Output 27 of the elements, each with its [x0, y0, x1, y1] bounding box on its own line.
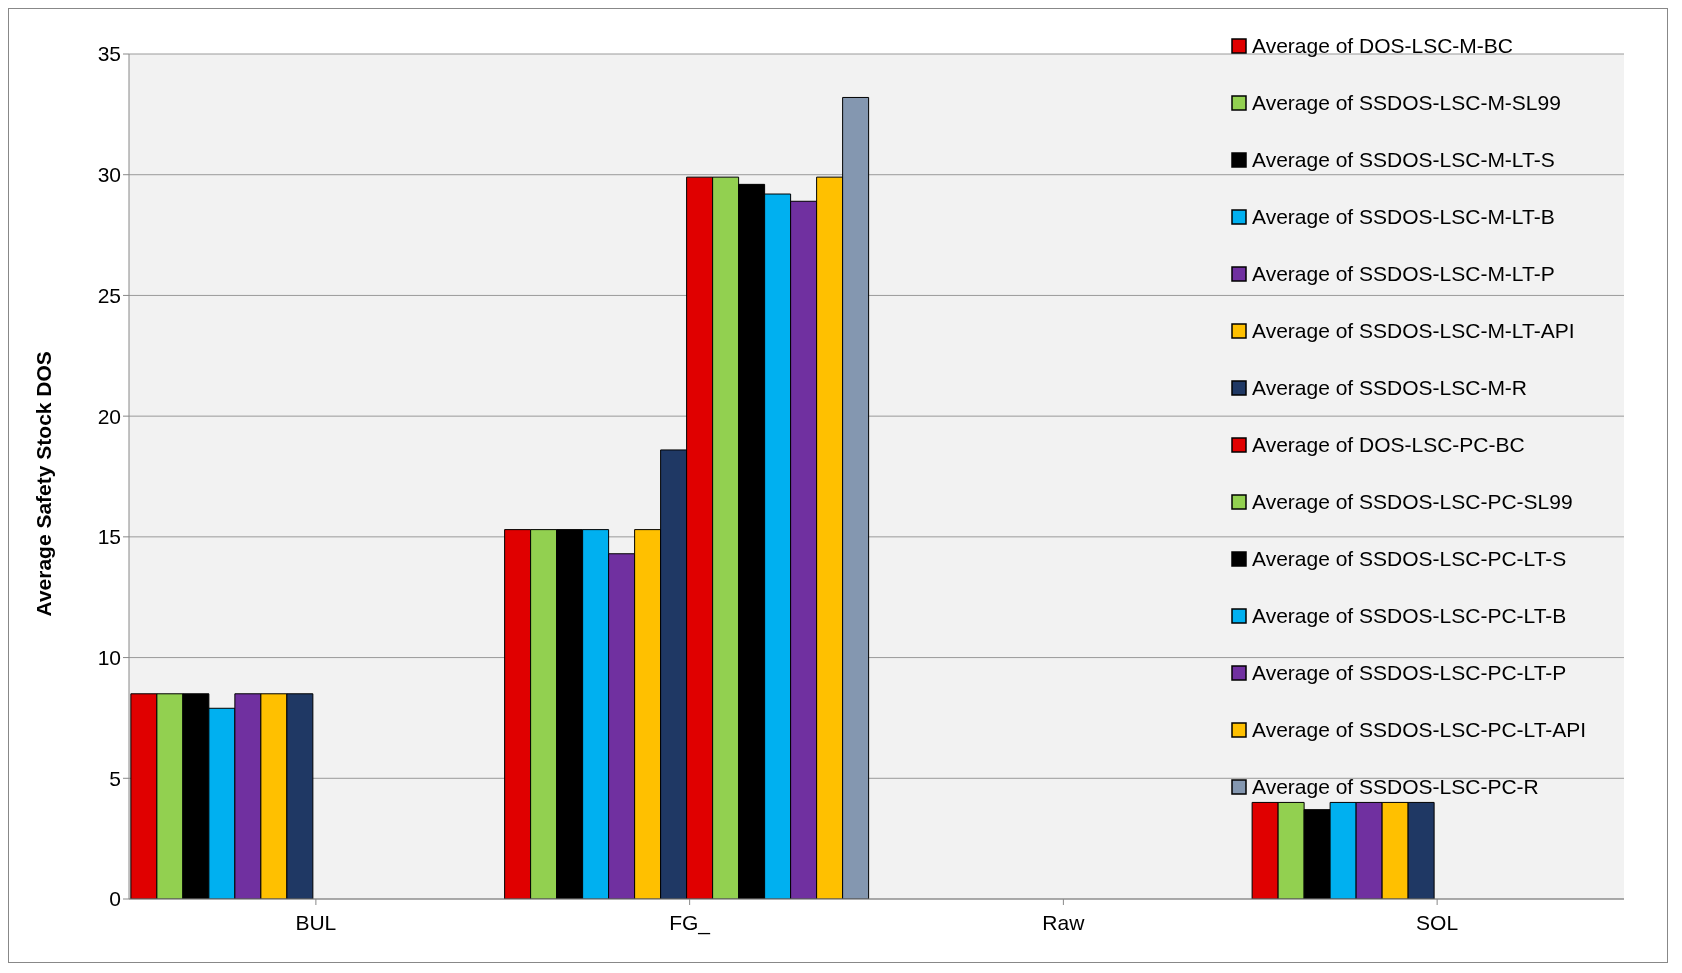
legend-label: Average of SSDOS-LSC-PC-SL99	[1252, 489, 1573, 514]
y-tick-label: 5	[109, 766, 121, 790]
legend-label: Average of DOS-LSC-M-BC	[1252, 33, 1514, 58]
legend-label: Average of DOS-LSC-PC-BC	[1252, 432, 1525, 457]
legend-label: Average of SSDOS-LSC-PC-LT-B	[1252, 603, 1567, 628]
x-tick-label: SOL	[1416, 910, 1459, 934]
legend-label: Average of SSDOS-LSC-M-LT-S	[1252, 147, 1555, 172]
x-tick-label: FG_	[669, 910, 711, 935]
x-tick-label: BUL	[295, 910, 337, 934]
legend-label: Average of SSDOS-LSC-PC-LT-P	[1252, 660, 1567, 685]
y-axis-title: Average Safety Stock DOS	[32, 351, 56, 617]
x-tick-label: Raw	[1042, 910, 1086, 934]
legend-label: Average of SSDOS-LSC-M-LT-P	[1252, 261, 1555, 286]
y-tick-label: 30	[97, 163, 121, 187]
y-tick-label: 20	[97, 404, 121, 428]
y-tick-label: 0	[109, 887, 121, 911]
y-tick-label: 35	[97, 42, 121, 66]
legend-label: Average of SSDOS-LSC-PC-R	[1252, 774, 1539, 799]
y-tick-label: 10	[97, 646, 121, 670]
y-tick-label: 25	[97, 283, 121, 307]
legend-label: Average of SSDOS-LSC-M-LT-API	[1252, 318, 1575, 343]
legend-label: Average of SSDOS-LSC-PC-LT-API	[1252, 717, 1587, 742]
legend-label: Average of SSDOS-LSC-PC-LT-S	[1252, 546, 1567, 571]
legend-label: Average of SSDOS-LSC-M-LT-B	[1252, 204, 1555, 229]
legend-label: Average of SSDOS-LSC-M-R	[1252, 375, 1528, 400]
legend-label: Average of SSDOS-LSC-M-SL99	[1252, 90, 1561, 115]
y-tick-label: 15	[97, 525, 121, 549]
